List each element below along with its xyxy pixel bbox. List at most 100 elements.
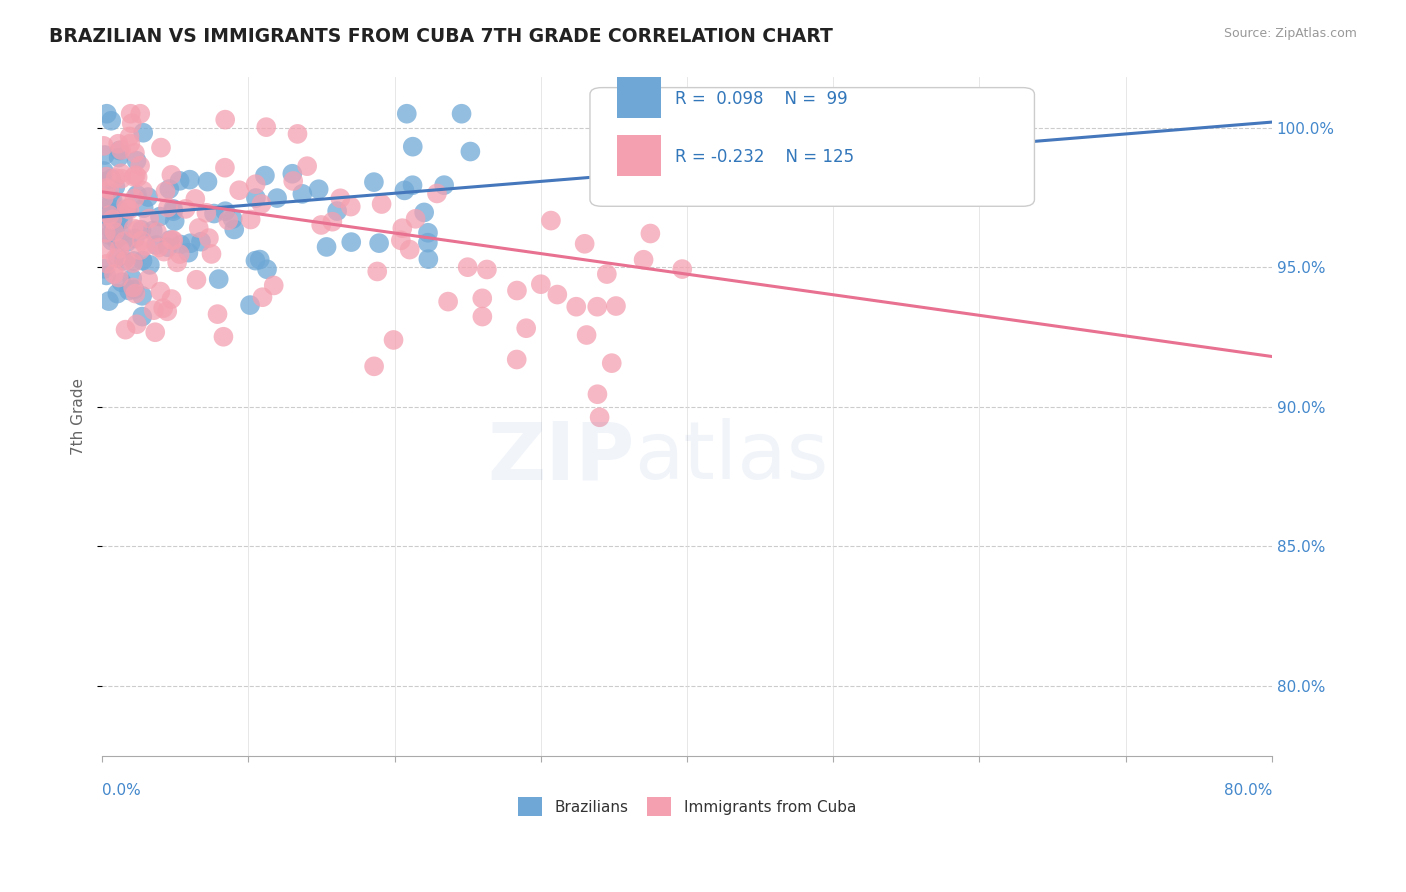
Point: [138, 211, 160, 226]
Point: [156, 201, 179, 215]
Point: [671, 262, 693, 277]
Point: [96, 268, 118, 283]
Point: [326, 204, 349, 219]
Point: [118, 284, 141, 298]
Point: [588, 410, 610, 425]
Point: [506, 284, 529, 298]
Text: 0.0%: 0.0%: [103, 782, 141, 797]
Point: [575, 328, 598, 343]
Point: [127, 222, 149, 236]
Point: [97, 219, 120, 234]
Point: [150, 140, 173, 154]
Point: [114, 234, 136, 248]
Point: [142, 303, 165, 318]
Point: [93, 139, 115, 153]
Point: [281, 167, 304, 181]
Point: [195, 206, 218, 220]
Point: [120, 136, 142, 151]
Point: [633, 252, 655, 267]
Point: [94, 242, 117, 256]
Point: [283, 174, 305, 188]
Point: [152, 301, 174, 316]
Point: [115, 235, 138, 249]
Text: R =  0.098    N =  99: R = 0.098 N = 99: [675, 90, 848, 108]
Point: [97, 205, 120, 219]
Point: [107, 251, 129, 265]
Point: [169, 237, 191, 252]
Point: [107, 136, 129, 151]
Point: [207, 307, 229, 321]
Point: [103, 267, 125, 281]
Point: [245, 191, 267, 205]
Point: [107, 151, 129, 165]
Point: [471, 310, 494, 324]
Point: [596, 267, 619, 281]
Point: [94, 226, 117, 240]
Point: [398, 243, 420, 257]
Point: [105, 206, 128, 220]
Point: [101, 234, 124, 248]
Point: [329, 191, 352, 205]
Point: [110, 171, 132, 186]
Point: [179, 172, 201, 186]
Point: [111, 212, 134, 227]
Point: [136, 190, 159, 204]
Point: [471, 291, 494, 305]
Point: [100, 113, 122, 128]
Point: [155, 185, 177, 199]
Point: [460, 145, 482, 159]
Point: [239, 298, 262, 312]
Point: [159, 233, 181, 247]
Point: [426, 186, 449, 201]
Point: [100, 213, 122, 227]
Point: [208, 272, 231, 286]
Point: [101, 195, 124, 210]
Point: [252, 290, 274, 304]
Point: [98, 201, 121, 215]
Point: [115, 197, 138, 211]
Point: [93, 175, 115, 189]
Point: [122, 280, 145, 294]
Point: [250, 197, 273, 211]
Point: [145, 238, 167, 252]
Point: [121, 271, 143, 285]
Point: [120, 106, 142, 120]
Point: [174, 202, 197, 216]
Point: [132, 126, 155, 140]
Point: [153, 244, 176, 259]
Point: [122, 169, 145, 184]
Point: [121, 116, 143, 130]
Point: [308, 182, 330, 196]
Point: [253, 169, 276, 183]
Point: [104, 179, 127, 194]
Point: [160, 168, 183, 182]
Point: [433, 178, 456, 193]
Point: [96, 169, 118, 184]
Point: [118, 202, 141, 217]
Point: [450, 106, 472, 120]
Point: [179, 236, 201, 251]
Bar: [617, 78, 661, 118]
Point: [245, 253, 267, 268]
Point: [263, 278, 285, 293]
Point: [125, 153, 148, 168]
Point: [107, 270, 129, 285]
Point: [94, 206, 117, 220]
Point: [132, 201, 155, 215]
Point: [160, 292, 183, 306]
Point: [475, 262, 498, 277]
Point: [103, 225, 125, 239]
Point: [198, 231, 221, 245]
Point: [540, 213, 562, 227]
Point: [214, 161, 236, 175]
Point: [391, 221, 413, 235]
Text: BRAZILIAN VS IMMIGRANTS FROM CUBA 7TH GRADE CORRELATION CHART: BRAZILIAN VS IMMIGRANTS FROM CUBA 7TH GR…: [49, 27, 834, 45]
Point: [129, 243, 152, 257]
Point: [162, 204, 184, 219]
Point: [135, 239, 157, 253]
Point: [131, 223, 153, 237]
Point: [186, 273, 208, 287]
Point: [217, 213, 239, 227]
Point: [110, 143, 132, 157]
Point: [127, 170, 149, 185]
